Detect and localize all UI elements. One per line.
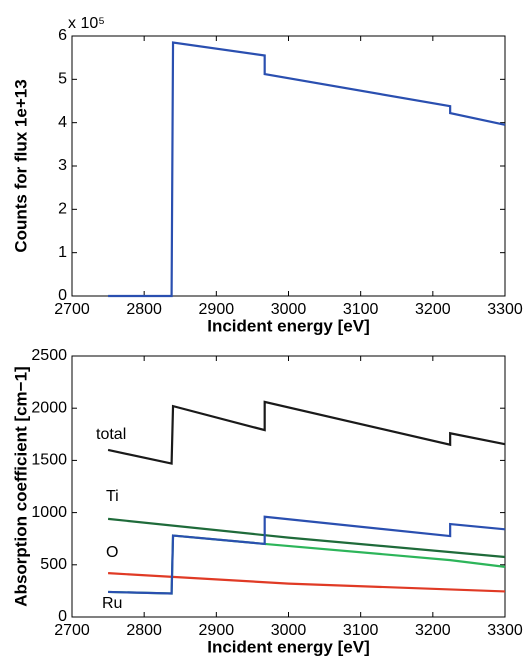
x-tick-label: 3300 <box>487 622 523 639</box>
series-label: O <box>106 544 118 561</box>
y-tick-label: 6 <box>58 27 67 44</box>
y-tick-label: 1000 <box>31 504 67 521</box>
y-tick-label: 2500 <box>31 347 67 364</box>
y-tick-label: 2 <box>58 201 67 218</box>
x-tick-label: 3000 <box>271 622 307 639</box>
plot-frame <box>71 35 506 297</box>
y-tick-label: 4 <box>58 114 67 131</box>
x-tick-label: 3000 <box>271 301 307 318</box>
y-tick-label: 3 <box>58 157 67 174</box>
series-line <box>108 41 506 298</box>
y-tick-label: 1 <box>58 244 67 261</box>
series-line <box>107 400 506 465</box>
plot-frame <box>71 355 506 618</box>
x-tick-label: 3100 <box>343 622 379 639</box>
y-tick-label: 2000 <box>31 399 67 416</box>
y-tick-label: 5 <box>58 71 67 88</box>
series-label: Ru <box>102 595 122 612</box>
x-tick-label: 2700 <box>54 622 90 639</box>
y-axis-title: Counts for flux 1e+13 <box>11 79 30 252</box>
y-tick-label: 1500 <box>31 452 67 469</box>
x-tick-label: 3100 <box>343 301 379 318</box>
x-axis-title: Incident energy [eV] <box>207 316 369 335</box>
series-line <box>108 572 506 593</box>
y-tick-label: 0 <box>58 287 67 304</box>
y-axis-title: Absorption coefficient [cm−1] <box>11 366 30 606</box>
series-line <box>107 517 506 559</box>
series-line <box>108 515 506 595</box>
x-tick-label: 2900 <box>199 622 235 639</box>
series-label: Ti <box>106 488 119 505</box>
x-axis-title: Incident energy [eV] <box>207 637 369 656</box>
series-label: total <box>96 426 126 443</box>
x-tick-label: 2800 <box>126 301 162 318</box>
y-multiplier: x 10⁵ <box>68 15 105 32</box>
x-tick-label: 3200 <box>415 622 451 639</box>
x-tick-label: 2800 <box>126 622 162 639</box>
x-tick-label: 3200 <box>415 301 451 318</box>
y-tick-label: 0 <box>58 608 67 625</box>
x-tick-label: 2700 <box>54 301 90 318</box>
y-tick-label: 500 <box>40 556 67 573</box>
x-tick-label: 3300 <box>487 301 523 318</box>
x-tick-label: 2900 <box>199 301 235 318</box>
